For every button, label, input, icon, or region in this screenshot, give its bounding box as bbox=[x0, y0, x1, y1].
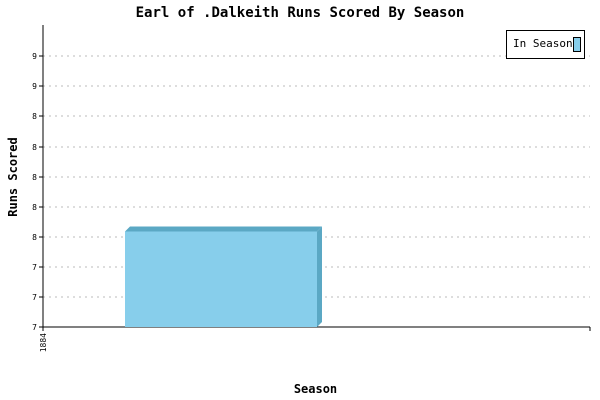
legend: In Season bbox=[506, 30, 585, 59]
x-tick-label: 1884 bbox=[39, 333, 48, 352]
bar-top bbox=[125, 226, 322, 232]
bar-side bbox=[317, 226, 322, 327]
y-tick-label: 7 bbox=[32, 323, 37, 332]
bar bbox=[125, 231, 317, 327]
y-tick-label: 8 bbox=[32, 173, 37, 182]
y-tick-label: 9 bbox=[32, 82, 37, 91]
y-tick-label: 8 bbox=[32, 233, 37, 242]
y-tick-label: 7 bbox=[32, 263, 37, 272]
y-tick-label: 7 bbox=[32, 293, 37, 302]
legend-label: In Season bbox=[513, 37, 573, 50]
y-tick-label: 8 bbox=[32, 143, 37, 152]
y-tick-label: 8 bbox=[32, 203, 37, 212]
y-tick-label: 8 bbox=[32, 112, 37, 121]
legend-swatch bbox=[573, 37, 581, 52]
y-tick-label: 9 bbox=[32, 52, 37, 61]
x-axis-label: Season bbox=[293, 382, 338, 396]
chart-title: Earl of .Dalkeith Runs Scored By Season bbox=[135, 5, 465, 21]
